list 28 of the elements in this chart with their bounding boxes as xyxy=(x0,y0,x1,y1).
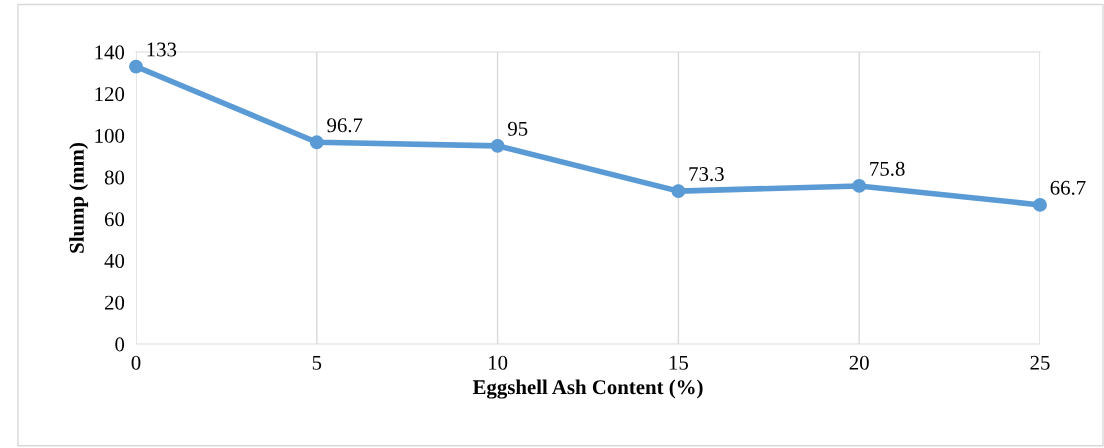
y-tick-label: 100 xyxy=(95,128,125,143)
x-axis-title: Eggshell Ash Content (%) xyxy=(472,379,703,399)
y-tick-label: 0 xyxy=(115,337,125,352)
x-tick-label: 5 xyxy=(312,355,322,370)
point xyxy=(490,138,505,153)
data-label: 66.7 xyxy=(1050,180,1086,195)
y-tick-label: 140 xyxy=(95,45,125,60)
x-tick-label: 10 xyxy=(489,355,508,370)
data-label: 133 xyxy=(147,42,177,57)
x-tick-label: 20 xyxy=(849,355,869,370)
y-tick-label: 20 xyxy=(104,295,125,310)
y-tick-label: 120 xyxy=(95,87,125,102)
point xyxy=(309,135,324,150)
x-tick-label: 15 xyxy=(669,355,688,370)
data-label: 75.8 xyxy=(870,161,905,176)
x-tick-label: 25 xyxy=(1030,355,1050,370)
point xyxy=(129,59,143,74)
point xyxy=(852,178,867,193)
data-label: 73.3 xyxy=(689,167,724,182)
data-label: 96.7 xyxy=(327,118,363,133)
point xyxy=(671,184,686,199)
y-tick-label: 40 xyxy=(104,253,125,268)
y-tick-label: 60 xyxy=(104,212,125,227)
y-axis-title: Slump (mm) xyxy=(69,143,89,253)
point xyxy=(1033,197,1047,212)
data-label: 95 xyxy=(507,121,528,136)
y-tick-label: 80 xyxy=(104,170,125,185)
x-tick-label: 0 xyxy=(131,355,141,370)
